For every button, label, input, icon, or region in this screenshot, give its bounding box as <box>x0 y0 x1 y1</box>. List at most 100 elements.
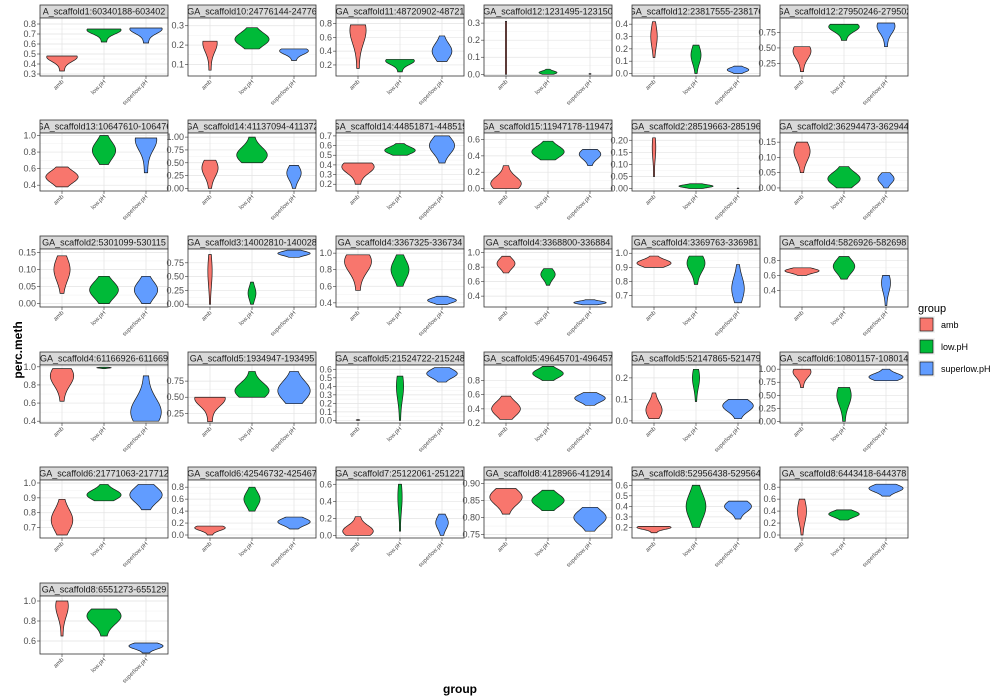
y-tick-label: 0.05 <box>758 168 776 178</box>
y-tick-label: 0.25 <box>166 285 184 295</box>
panel-border <box>39 17 169 77</box>
x-tick-label: low.pH <box>90 657 107 674</box>
violin-superlow-pH <box>426 367 458 383</box>
facet-strip-label: GA_scaffold4:3368800-336884 <box>486 238 610 248</box>
y-tick-label: 0.3 <box>615 512 628 522</box>
facet-panel: GA_scaffold2:36294473-362944 0.00 0.05 0.10… <box>758 119 909 222</box>
x-tick-label: amb <box>497 310 510 323</box>
x-tick-label: low.pH <box>534 310 551 327</box>
y-tick-label: 0.2 <box>467 35 480 45</box>
x-tick-label: amb <box>497 79 510 92</box>
violin-low-pH <box>531 140 565 161</box>
facet-strip-label: GA_scaffold8:4128966-412914 <box>486 469 610 479</box>
facet-panel: GA_scaffold8:6443418-644378 0.0 0.2 0.4 0.6 0… <box>763 466 909 569</box>
y-tick-label: 0.0 <box>319 530 332 540</box>
y-tick-label: 1.00 <box>166 132 184 142</box>
x-tick-label: superlow.pH <box>714 426 742 454</box>
facet-strip-label: GA_scaffold13:10647610-106476 <box>37 122 171 132</box>
violin-low-pH <box>234 371 270 398</box>
facet-strip-label: GA_scaffold4:3367325-336734 <box>338 238 462 248</box>
violin-amb <box>341 162 375 185</box>
facet-panel: GA_scaffold3:14002810-140028 0.00 0.25 0.50… <box>166 235 317 338</box>
facet-panel: GA_scaffold15:11947178-119472 0.0 0.2 0.4 0.… <box>467 119 614 222</box>
x-tick-label: superlow.pH <box>418 310 446 338</box>
x-tick-label: superlow.pH <box>566 426 594 454</box>
x-tick-label: amb <box>497 426 510 439</box>
y-tick-label: 0.6 <box>615 480 628 490</box>
x-tick-label: amb <box>349 426 362 439</box>
y-tick-label: 0.90 <box>462 478 480 488</box>
facet-strip-label: GA_scaffold15:11947178-119472 <box>481 122 614 132</box>
y-tick-label: 0.15 <box>18 247 36 257</box>
x-tick-label: amb <box>793 310 806 323</box>
facet-strip-label: GA_scaffold5:49645701-496457 <box>483 354 612 364</box>
facet-strip-label: A_scaffold1:60340188-603402 <box>43 7 165 17</box>
violin-low-pH <box>828 509 860 521</box>
y-tick-label: 0.1 <box>467 52 480 62</box>
y-tick-label: 1.0 <box>319 248 332 258</box>
violin-superlow-pH <box>573 299 607 306</box>
violin-amb <box>53 255 71 294</box>
x-tick-label: amb <box>53 541 66 554</box>
x-tick-label: low.pH <box>830 426 847 443</box>
panel-border <box>779 132 909 192</box>
facet-strip-label: GA_scaffold12:23817555-238176 <box>629 7 763 17</box>
panel-border <box>631 132 761 192</box>
x-tick-label: superlow.pH <box>566 194 594 222</box>
panel-border <box>483 479 613 539</box>
violin-amb <box>636 255 672 268</box>
facet-panel: GA_scaffold4:61166926-611669 0.4 0.6 0.8 1.0… <box>23 351 169 454</box>
x-tick-label: amb <box>201 310 214 323</box>
x-tick-label: amb <box>53 426 66 439</box>
violin-amb <box>194 396 226 423</box>
legend-key <box>919 361 934 376</box>
violin-amb <box>45 166 79 188</box>
violin-superlow-pH <box>277 249 311 258</box>
facet-panel: GA_scaffold6:21771063-217712 0.7 0.8 0.9 1.0… <box>23 466 169 569</box>
legend-key <box>919 317 934 332</box>
y-tick-label: 0.8 <box>467 262 480 272</box>
panel-border <box>335 479 465 539</box>
x-tick-label: amb <box>645 194 658 207</box>
panel-border <box>187 248 317 308</box>
y-tick-label: 0.4 <box>763 506 776 516</box>
facet-panel: GA_scaffold4:5826926-582698 0.4 0.6 0.8 amb l… <box>763 235 909 338</box>
y-tick-label: 0.00 <box>18 299 36 309</box>
x-tick-label: low.pH <box>830 194 847 211</box>
y-tick-label: 0.1 <box>171 59 184 69</box>
y-tick-label: 0.00 <box>610 184 628 194</box>
x-tick-label: low.pH <box>90 310 107 327</box>
x-tick-label: superlow.pH <box>714 541 742 569</box>
y-tick-label: 1.0 <box>23 596 36 606</box>
x-tick-label: low.pH <box>682 79 699 96</box>
violin-low-pH <box>236 136 268 164</box>
x-tick-label: superlow.pH <box>566 79 594 107</box>
y-tick-label: 0.5 <box>319 373 332 383</box>
y-tick-label: 0.50 <box>166 392 184 402</box>
facet-strip-label: GA_scaffold8:6551273-655129 <box>42 585 166 595</box>
facet-strip-label: GA_scaffold4:3369763-336981 <box>634 238 758 248</box>
panel-border <box>39 248 169 308</box>
violin-superlow-pH <box>128 642 164 654</box>
facet-strip-label: GA_scaffold2:28519663-285196 <box>631 122 760 132</box>
violin-amb <box>792 368 812 388</box>
y-tick-label: 0.85 <box>462 495 480 505</box>
violin-low-pH <box>396 375 404 421</box>
y-tick-label: 0.6 <box>467 135 480 145</box>
x-tick-label: amb <box>201 541 214 554</box>
y-tick-label: 0.4 <box>319 381 332 391</box>
violin-superlow-pH <box>134 137 158 174</box>
x-tick-label: low.pH <box>386 194 403 211</box>
x-tick-label: amb <box>53 194 66 207</box>
x-tick-label: amb <box>497 194 510 207</box>
panel-border <box>483 17 613 77</box>
x-tick-label: amb <box>645 79 658 92</box>
x-tick-label: low.pH <box>386 79 403 96</box>
violin-superlow-pH <box>588 73 592 75</box>
y-tick-label: 0.0 <box>763 530 776 540</box>
violin-amb <box>349 24 367 69</box>
y-tick-label: 0.0 <box>171 530 184 540</box>
x-tick-label: superlow.pH <box>566 310 594 338</box>
x-tick-label: superlow.pH <box>270 310 298 338</box>
violin-superlow-pH <box>868 368 904 382</box>
